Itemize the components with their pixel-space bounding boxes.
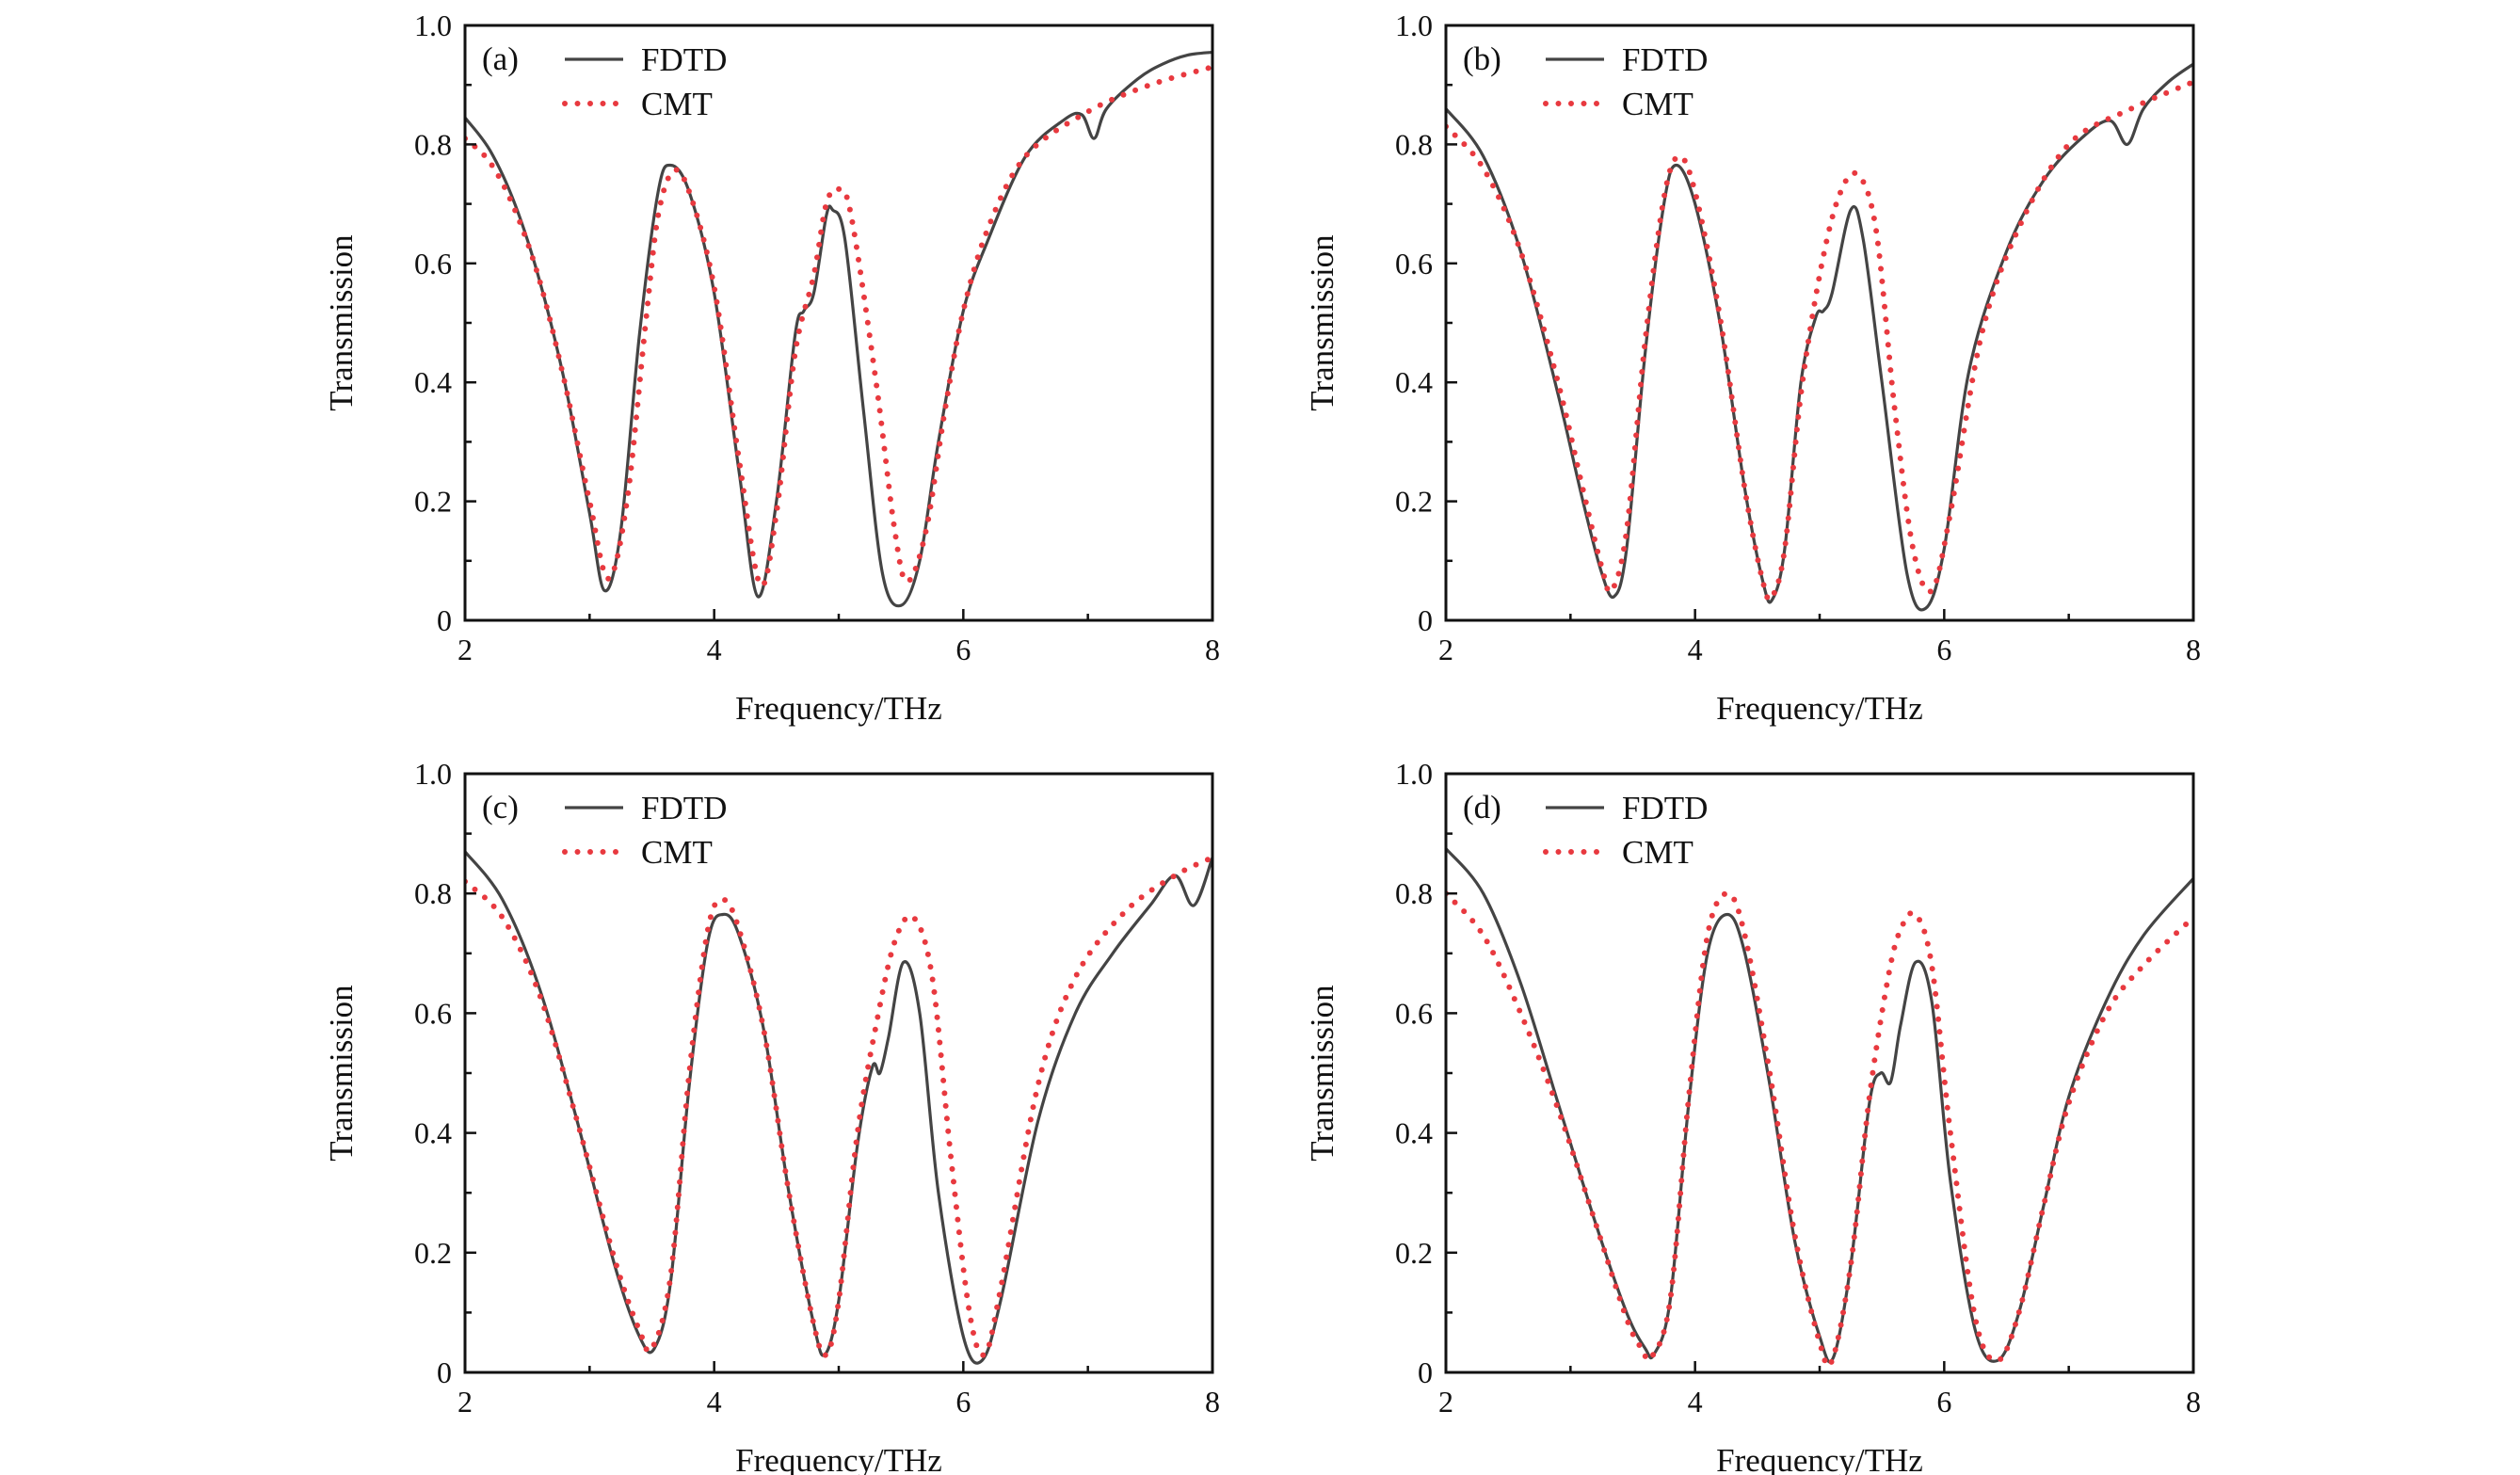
x-tick-label: 4: [1688, 633, 1703, 666]
x-tick-label: 6: [1936, 1385, 1951, 1419]
x-tick-label: 6: [1936, 633, 1951, 666]
y-tick-label: 0.4: [414, 1116, 452, 1150]
panel-label: (c): [482, 789, 519, 826]
y-tick-label: 0.8: [414, 127, 452, 161]
y-axis-title: Transmission: [323, 985, 360, 1161]
y-axis-title: Transmission: [323, 234, 360, 410]
x-tick-label: 8: [1205, 1385, 1220, 1419]
legend: FDTD CMT: [562, 41, 727, 122]
series-line-fdtd: [465, 50, 1212, 608]
y-tick-label: 0: [437, 1355, 452, 1389]
y-axis-title: Transmission: [1304, 234, 1340, 410]
series-line-cmt: [1446, 79, 2193, 603]
y-tick-label: 0.2: [1395, 1236, 1433, 1270]
y-tick-label: 0.2: [414, 485, 452, 519]
legend-label-cmt: CMT: [1622, 834, 1693, 871]
x-tick-label: 4: [707, 633, 722, 666]
x-tick-label: 2: [457, 1385, 473, 1419]
y-tick-label: 0.2: [414, 1236, 452, 1270]
y-tick-label: 0.8: [414, 876, 452, 910]
legend-label-fdtd: FDTD: [1622, 790, 1708, 826]
y-axis-title: Transmission: [1304, 985, 1340, 1161]
y-tick-label: 0.6: [1395, 996, 1433, 1030]
plot-frame: [1444, 24, 2195, 622]
x-tick-label: 6: [955, 1385, 971, 1419]
plot-frame: [463, 24, 1214, 622]
series-line-cmt: [465, 855, 1212, 1358]
series-line-fdtd: [1446, 62, 2193, 612]
x-axis-title: Frequency/THz: [1716, 1442, 1923, 1475]
y-tick-label: 0: [1418, 1355, 1433, 1389]
chart-panel-c: 2 4 6 8 0 0.2 0.4 0.6 0.8 1.0 Frequency/THz Transmi…: [323, 757, 1220, 1475]
legend-label-fdtd: FDTD: [1622, 41, 1708, 78]
panel-label: (a): [482, 40, 519, 77]
y-tick-label: 0.8: [1395, 127, 1433, 161]
x-tick-label: 2: [1438, 633, 1453, 666]
x-tick-label: 8: [2186, 1385, 2201, 1419]
legend: FDTD CMT: [1543, 41, 1708, 122]
x-axis-title: Frequency/THz: [735, 1442, 942, 1475]
series-line-cmt: [465, 64, 1212, 589]
x-axis-title: Frequency/THz: [735, 690, 942, 727]
legend-label-fdtd: FDTD: [641, 790, 727, 826]
y-tick-label: 0.4: [1395, 1116, 1433, 1150]
chart-panel-a: 2 4 6 8 0 0.2 0.4 0.6 0.8 1.0 Frequency/THz Transmi…: [323, 8, 1220, 727]
x-tick-label: 4: [1688, 1385, 1703, 1419]
y-tick-label: 0.8: [1395, 876, 1433, 910]
legend-label-cmt: CMT: [641, 834, 713, 871]
x-tick-label: 2: [457, 633, 473, 666]
panel-label: (d): [1463, 789, 1501, 826]
legend-label-cmt: CMT: [641, 86, 713, 122]
y-tick-label: 0.6: [414, 996, 452, 1030]
chart-panel-d: 2 4 6 8 0 0.2 0.4 0.6 0.8 1.0 Frequency/THz Transmi…: [1304, 757, 2201, 1475]
y-tick-label: 1.0: [1395, 8, 1433, 42]
y-tick-label: 1.0: [414, 757, 452, 791]
chart-panel-b: 2 4 6 8 0 0.2 0.4 0.6 0.8 1.0 Frequency/THz Transmi…: [1304, 8, 2201, 727]
x-tick-label: 6: [955, 633, 971, 666]
series-line-cmt: [1446, 890, 2193, 1370]
series-line-fdtd: [465, 850, 1212, 1365]
y-tick-label: 0.4: [414, 365, 452, 399]
x-axis-title: Frequency/THz: [1716, 690, 1923, 727]
y-tick-label: 0: [1418, 603, 1433, 637]
x-tick-label: 4: [707, 1385, 722, 1419]
legend-label-fdtd: FDTD: [641, 41, 727, 78]
legend: FDTD CMT: [1543, 790, 1708, 871]
panel-label: (b): [1463, 40, 1501, 77]
y-tick-label: 1.0: [1395, 757, 1433, 791]
y-tick-label: 0.2: [1395, 485, 1433, 519]
y-tick-label: 0.4: [1395, 365, 1433, 399]
x-tick-label: 8: [1205, 633, 1220, 666]
legend: FDTD CMT: [562, 790, 727, 871]
plot-frame: [1444, 772, 2195, 1374]
y-tick-label: 0.6: [1395, 247, 1433, 281]
y-tick-label: 0.6: [414, 247, 452, 281]
x-tick-label: 8: [2186, 633, 2201, 666]
x-tick-label: 2: [1438, 1385, 1453, 1419]
y-tick-label: 0: [437, 603, 452, 637]
legend-label-cmt: CMT: [1622, 86, 1693, 122]
y-tick-label: 1.0: [414, 8, 452, 42]
